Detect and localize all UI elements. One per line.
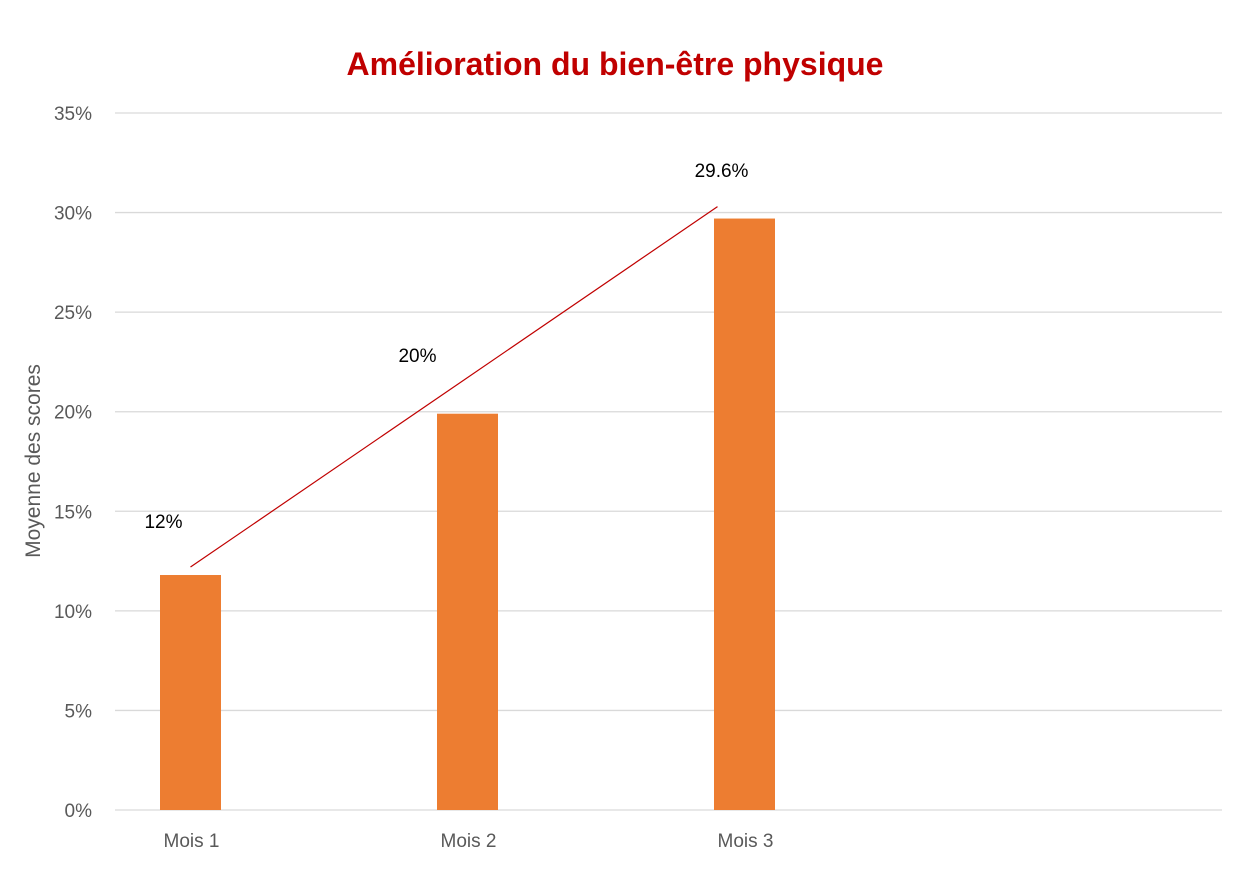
bar-mois-2 — [437, 413, 498, 810]
y-tick-label: 20% — [54, 403, 92, 424]
y-axis-tick-labels: 0% 5% 10% 15% 20% 25% 30% 35% — [54, 104, 92, 822]
bars — [160, 218, 775, 810]
data-label: 20% — [398, 346, 436, 367]
y-tick-label: 10% — [54, 602, 92, 623]
y-tick-label: 5% — [65, 701, 93, 722]
x-tick-label: Mois 3 — [718, 831, 774, 852]
y-tick-label: 35% — [54, 104, 92, 125]
x-tick-label: Mois 1 — [164, 831, 220, 852]
data-label: 12% — [144, 512, 182, 533]
gridlines — [115, 112, 1222, 811]
x-tick-label: Mois 2 — [441, 831, 497, 852]
y-tick-label: 30% — [54, 204, 92, 225]
y-tick-label: 25% — [54, 303, 92, 324]
x-axis-tick-labels: Mois 1 Mois 2 Mois 3 — [164, 831, 774, 852]
bar-mois-3 — [714, 218, 775, 810]
y-axis-title: Moyenne des scores — [22, 364, 45, 558]
chart-title: Amélioration du bien-être physique — [347, 46, 884, 82]
bar-mois-1 — [160, 575, 221, 810]
trend-line — [190, 206, 718, 568]
data-labels: 12% 20% 29.6% — [144, 161, 748, 533]
data-label: 29.6% — [695, 161, 749, 182]
y-tick-label: 15% — [54, 502, 92, 523]
y-tick-label: 0% — [65, 801, 93, 822]
trend-line-layer — [190, 206, 718, 568]
